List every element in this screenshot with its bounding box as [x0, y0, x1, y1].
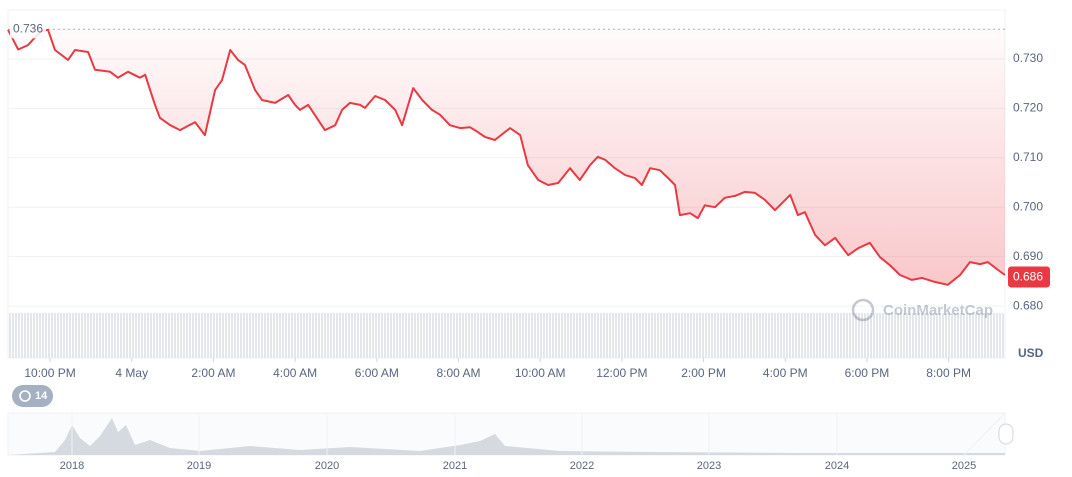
area-fill	[8, 29, 1005, 285]
navigator-year: 2025	[952, 460, 976, 472]
x-tick-label: 10:00 AM	[515, 366, 566, 380]
y-axis-label: USD	[1018, 346, 1044, 360]
reference-label-bg	[10, 20, 46, 39]
navigator-handle[interactable]	[998, 423, 1014, 445]
navigator-year: 2019	[187, 460, 211, 472]
x-tick-label: 8:00 PM	[926, 366, 971, 380]
badge[interactable]: 14	[12, 385, 53, 407]
x-tick-label: 8:00 AM	[436, 366, 480, 380]
badge-icon	[19, 390, 31, 402]
x-tick-label: 6:00 AM	[355, 366, 399, 380]
watermark-text: CoinMarketCap	[883, 302, 993, 319]
price-line	[7, 28, 1006, 286]
y-tick-label: 0.730	[1013, 51, 1043, 65]
navigator-year: 2020	[315, 460, 339, 472]
y-tick-label: 0.720	[1013, 101, 1043, 115]
navigator-divider	[963, 412, 1006, 456]
x-tick-label: 4:00 PM	[763, 366, 808, 380]
x-tick-label: 4:00 AM	[273, 366, 317, 380]
y-tick-label: 0.680	[1013, 298, 1043, 312]
x-tick-label: 12:00 PM	[596, 366, 647, 380]
y-tick-label: 0.690	[1013, 249, 1043, 263]
volume-bars	[8, 313, 1005, 358]
x-tick-label: 4 May	[115, 366, 148, 380]
watermark: CoinMarketCap	[851, 298, 993, 322]
x-tick-label: 10:00 PM	[24, 366, 75, 380]
y-tick-label: 0.700	[1013, 199, 1043, 213]
navigator-year: 2021	[443, 460, 467, 472]
x-tick-label: 2:00 AM	[191, 366, 235, 380]
last-price-label: 0.686	[1013, 270, 1043, 284]
badge-bg	[12, 385, 53, 407]
x-tick-label: 2:00 PM	[681, 366, 726, 380]
navigator-year: 2024	[825, 460, 849, 472]
reference-label: 0.736	[13, 21, 43, 35]
navigator-year: 2018	[60, 460, 84, 472]
navigator-year: 2023	[697, 460, 721, 472]
y-tick-label: 0.710	[1013, 150, 1043, 164]
navigator-year: 2022	[570, 460, 594, 472]
last-price-badge	[1008, 266, 1050, 288]
navigator[interactable]	[7, 412, 1014, 456]
navigator-area	[8, 418, 1005, 455]
x-tick-label: 6:00 PM	[845, 366, 890, 380]
badge-text: 14	[35, 390, 48, 402]
